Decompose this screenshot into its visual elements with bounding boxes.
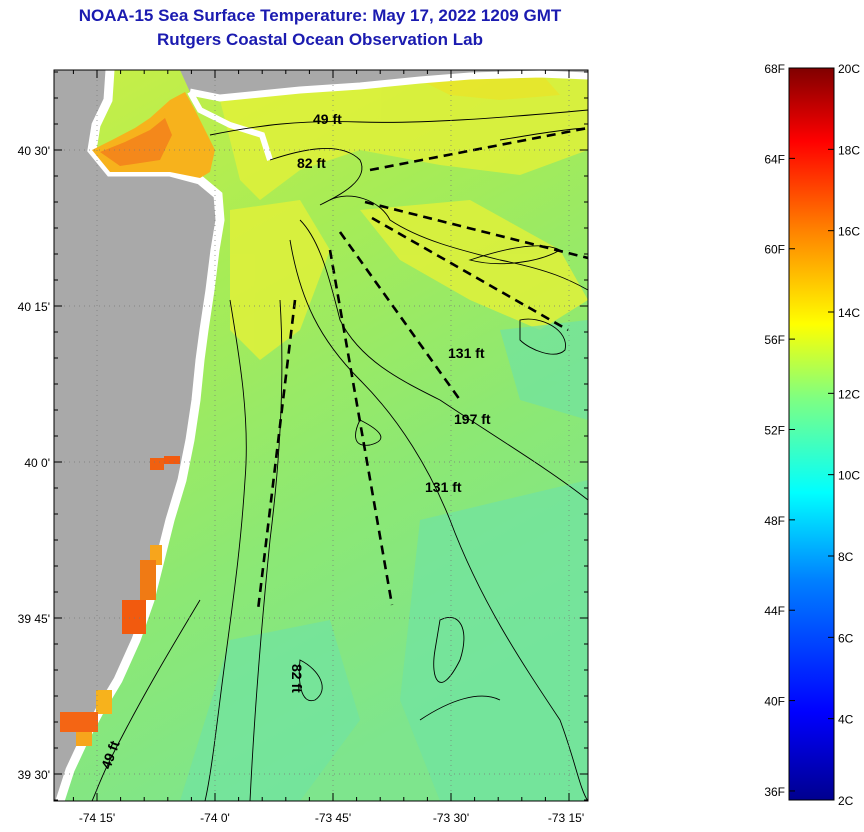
isobath-label-197ft: 197 ft <box>454 411 491 427</box>
colorbar-celsius-label: 16C <box>838 225 860 239</box>
lon-tick-label: -73 45' <box>315 811 351 825</box>
sst-warm-patches <box>220 72 588 360</box>
lon-tick-label: -74 15' <box>79 811 115 825</box>
new-jersey-land <box>54 70 220 801</box>
dashed-transects <box>256 126 588 611</box>
lat-tick-label: 40 0' <box>24 456 50 470</box>
colorbar-fahrenheit-label: 44F <box>764 604 785 618</box>
north-shore-white <box>189 70 588 102</box>
lon-tick-label: -73 30' <box>433 811 469 825</box>
isobath-label-49ft-north: 49 ft <box>313 111 342 127</box>
colorbar-fahrenheit-label: 60F <box>764 243 785 257</box>
colorbar-fahrenheit-label: 64F <box>764 152 785 166</box>
isobath-label-82ft-south: 82 ft <box>289 664 305 693</box>
colorbar-celsius-label: 8C <box>838 550 854 564</box>
colorbar-celsius-label: 6C <box>838 631 854 645</box>
colorbar-fahrenheit-label: 56F <box>764 333 785 347</box>
colorbar-fahrenheit-label: 40F <box>764 695 785 709</box>
sandy-hook-white <box>187 90 273 161</box>
colorbar-celsius-labels: 20C 18C 16C 14C 12C 10C 8C 6C 4C 2C <box>838 62 860 808</box>
colorbar-fahrenheit-label: 48F <box>764 514 785 528</box>
colorbar-celsius-label: 12C <box>838 387 860 401</box>
isobath-label-82ft-north: 82 ft <box>297 155 326 171</box>
sst-cool-patches <box>180 320 588 801</box>
lon-tick-label: -74 0' <box>200 811 230 825</box>
lat-tick-label: 40 15' <box>18 300 50 314</box>
colorbar-celsius-label: 4C <box>838 713 854 727</box>
map-panel: 49 ft 82 ft 131 ft 197 ft 131 ft 82 ft 4… <box>54 70 588 801</box>
axis-major-ticks <box>54 70 588 801</box>
map-title: NOAA-15 Sea Surface Temperature: May 17,… <box>78 6 562 25</box>
map-grid <box>54 70 588 801</box>
colorbar-fahrenheit-label: 52F <box>764 423 785 437</box>
map-subtitle: Rutgers Coastal Ocean Observation Lab <box>157 30 483 49</box>
colorbar-frame <box>788 67 835 801</box>
lon-tick-label: -73 15' <box>548 811 584 825</box>
colorbar-fahrenheit-labels: 68F 64F 60F 56F 52F 48F 44F 40F 36F <box>764 62 785 799</box>
colorbar-ticks <box>789 67 834 801</box>
colorbar: 68F 64F 60F 56F 52F 48F 44F 40F 36F 20C 18C 16C 14C… <box>764 62 860 808</box>
colorbar-gradient <box>789 68 834 800</box>
colorbar-celsius-label: 14C <box>838 306 860 320</box>
raritan-bay-hot <box>100 118 172 166</box>
colorbar-celsius-label: 10C <box>838 469 860 483</box>
coastal-warm-pixels <box>60 456 180 746</box>
isobath-label-131ft-east: 131 ft <box>448 345 485 361</box>
lat-tick-label: 40 30' <box>18 144 50 158</box>
colorbar-celsius-label: 20C <box>838 62 860 76</box>
colorbar-celsius-label: 2C <box>838 794 854 808</box>
isobath-label-131ft-south: 131 ft <box>425 479 462 495</box>
lat-tick-label: 39 30' <box>18 768 50 782</box>
colorbar-fahrenheit-label: 36F <box>764 785 785 799</box>
colorbar-fahrenheit-label: 68F <box>764 62 785 76</box>
colorbar-celsius-label: 18C <box>838 143 860 157</box>
isobath-contours <box>91 109 588 801</box>
lat-tick-label: 39 45' <box>18 612 50 626</box>
